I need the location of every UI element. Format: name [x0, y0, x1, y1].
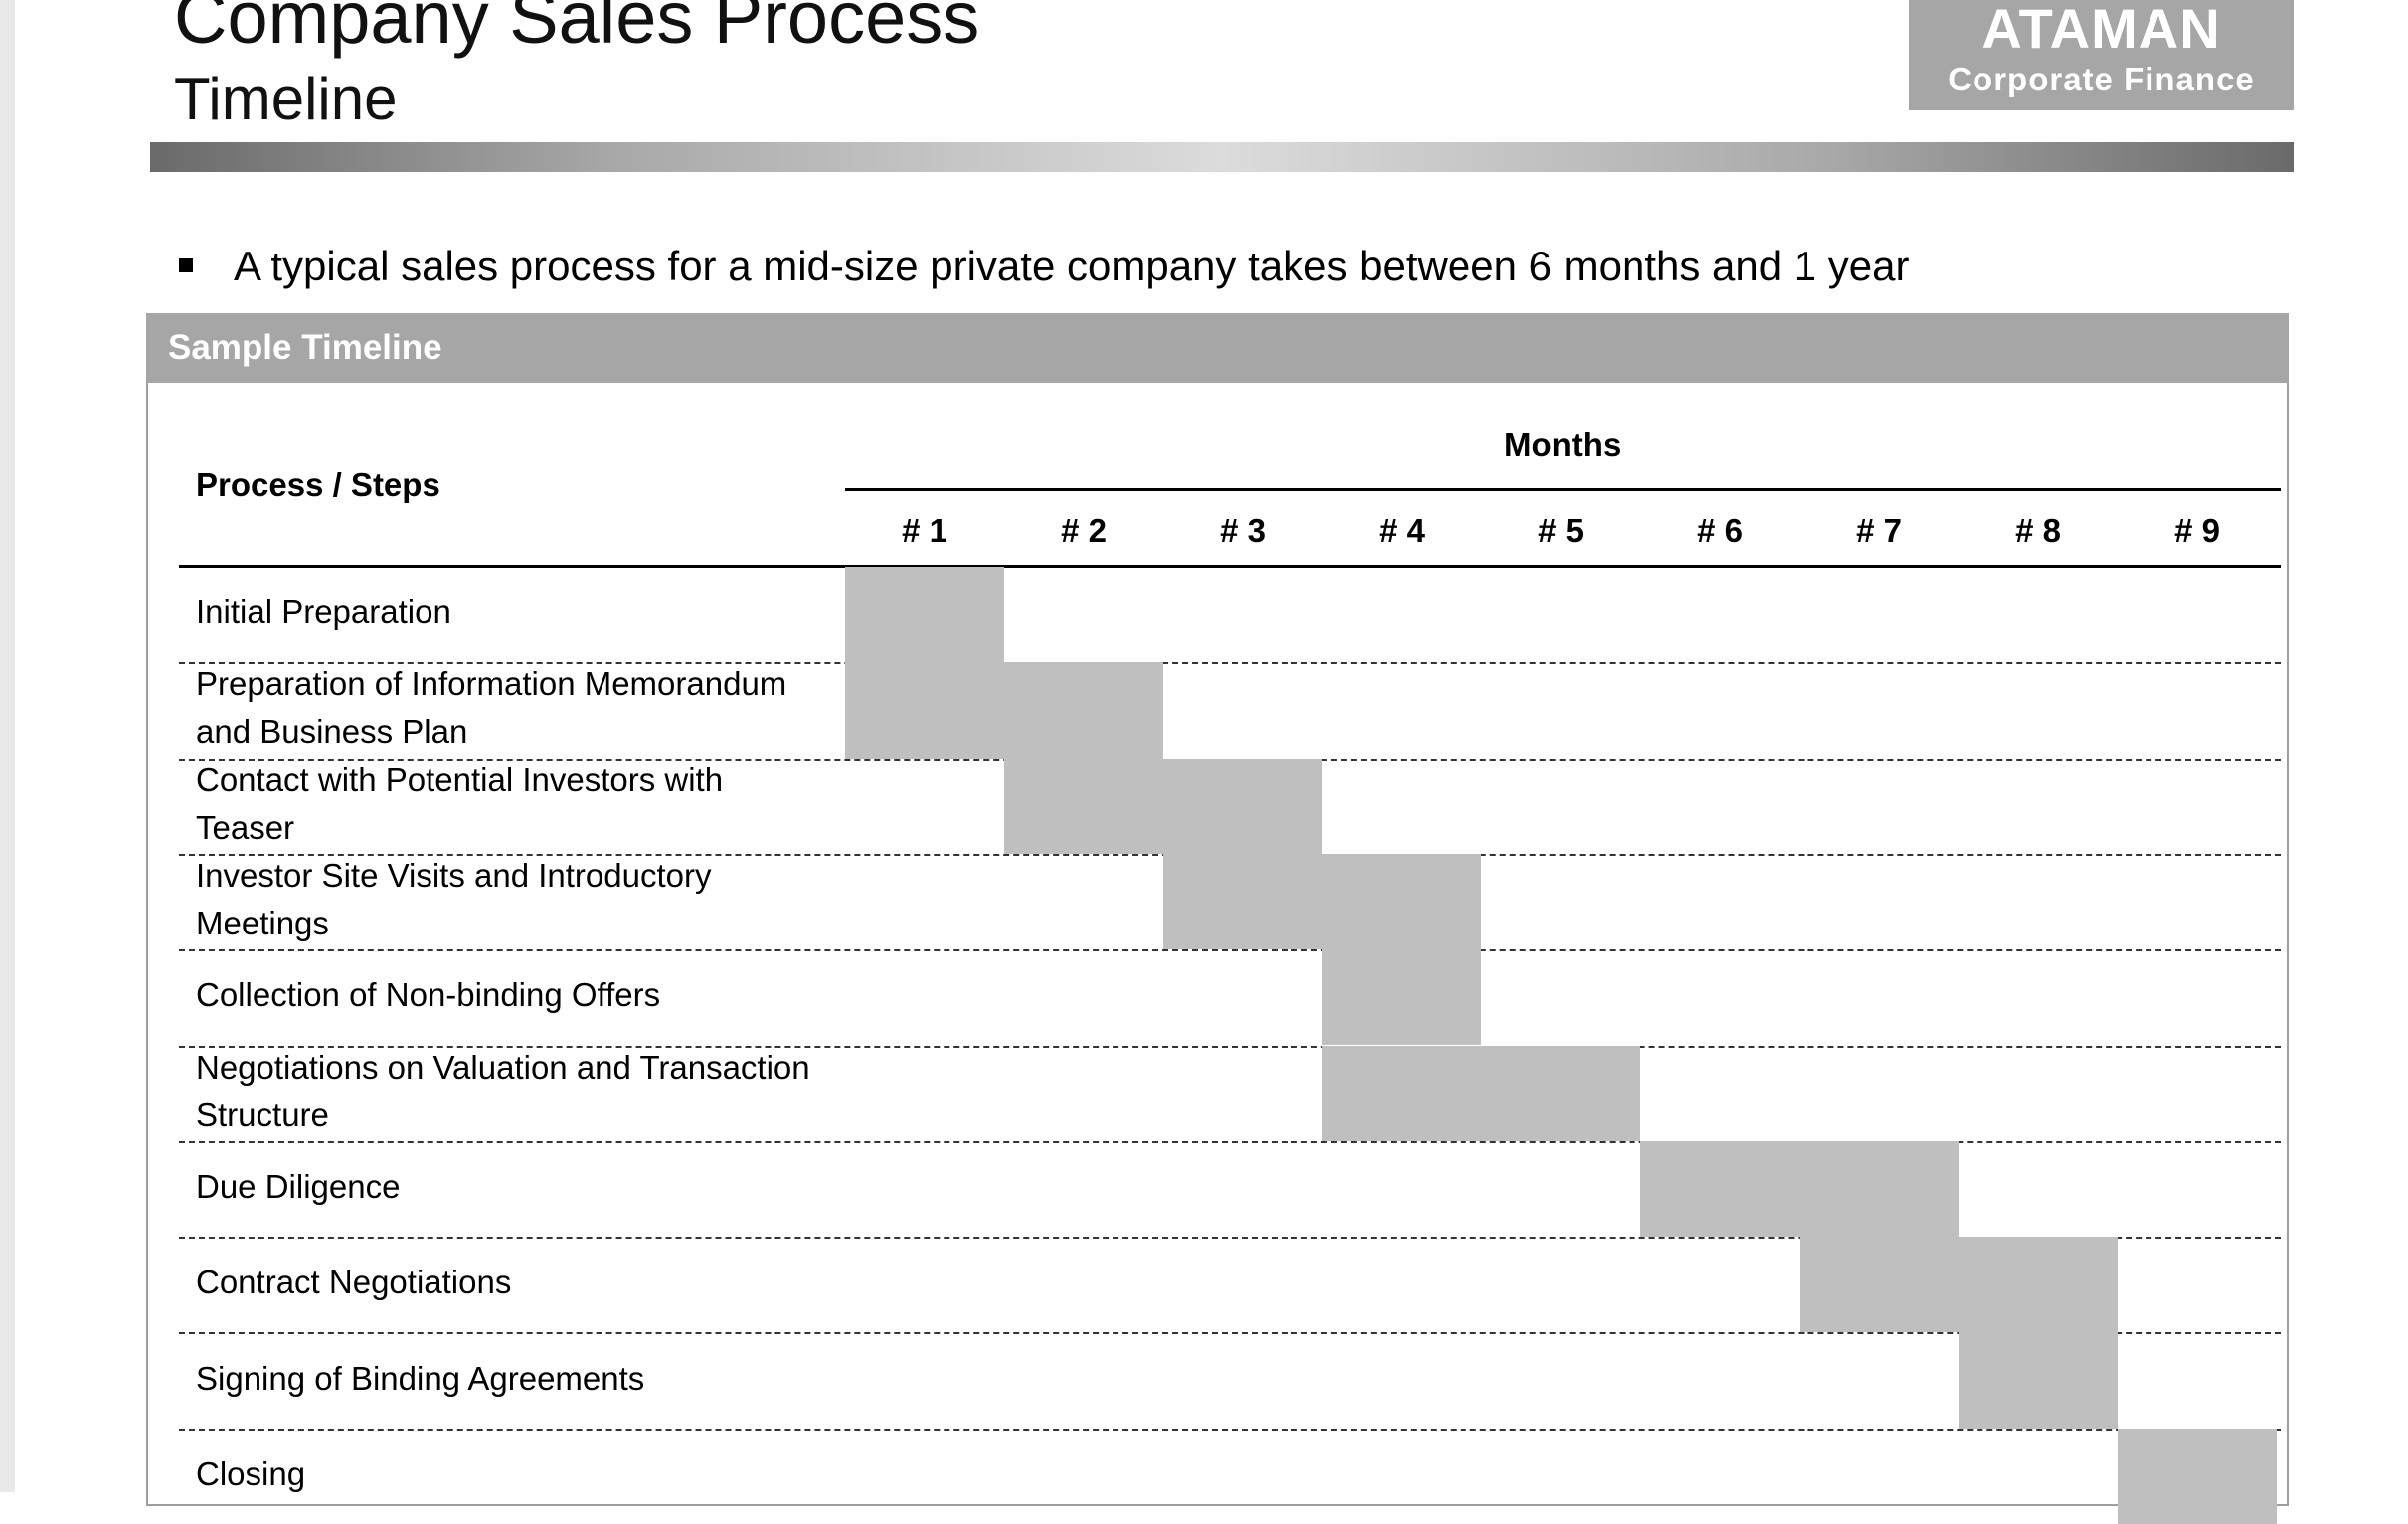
month-label: # 9 [2174, 512, 2220, 549]
process-step-label: Collection of Non-binding Offers [196, 976, 661, 1014]
panel-title: Sample Timeline [168, 328, 442, 367]
bullet-square-icon [179, 258, 193, 272]
row-divider [179, 1428, 2281, 1431]
gantt-bar [845, 567, 1004, 663]
process-steps-header: Process / Steps [196, 466, 440, 503]
process-step-label: Investor Site Visits and Introductory Mee… [196, 857, 712, 942]
left-edge-strip [0, 0, 15, 1492]
row-divider [179, 1332, 2281, 1335]
month-label: # 1 [902, 512, 947, 549]
gantt-bar [1322, 1045, 1640, 1141]
logo-tagline: Corporate Finance [1948, 61, 2255, 97]
month-label: # 7 [1856, 512, 1902, 549]
slide-subtitle: Timeline [174, 66, 398, 132]
gantt-bar [1322, 949, 1481, 1046]
gantt-bar [1800, 1237, 2118, 1333]
month-label: # 3 [1220, 512, 1266, 549]
gantt-bar [1004, 758, 1322, 854]
logo-name: ATAMAN [1981, 0, 2221, 60]
gantt-bar [845, 662, 1163, 759]
row-divider [179, 662, 2281, 665]
slide-title: Company Sales Process [174, 0, 980, 59]
process-step-label: Closing [196, 1454, 306, 1492]
bullet-text: A typical sales process for a mid-size p… [234, 243, 1910, 289]
panel-header: Sample Timeline [146, 313, 2289, 383]
gantt-bar [1163, 853, 1481, 950]
process-step-label: Contact with Potential Investors with Tea… [196, 761, 724, 846]
process-step-label: Initial Preparation [196, 593, 451, 631]
header-rule [179, 565, 2281, 568]
months-rule [845, 488, 2281, 491]
month-label: # 5 [1538, 512, 1584, 549]
row-divider [179, 1140, 2281, 1143]
process-step-label: Contract Negotiations [196, 1264, 512, 1301]
month-label: # 6 [1697, 512, 1743, 549]
row-divider [179, 1045, 2281, 1048]
months-header: Months [1504, 426, 1622, 463]
gantt-bar [2118, 1428, 2277, 1524]
process-step-label: Due Diligence [196, 1167, 401, 1205]
gantt-bar [1640, 1140, 1959, 1238]
month-label: # 2 [1061, 512, 1107, 549]
month-label: # 4 [1379, 512, 1425, 549]
process-step-label: Negotiations on Valuation and Transactio… [196, 1048, 810, 1133]
gantt-bar [1959, 1332, 2118, 1429]
process-step-label: Preparation of Information Memorandum and… [196, 665, 787, 751]
process-step-label: Signing of Binding Agreements [196, 1359, 645, 1397]
row-divider [179, 949, 2281, 952]
company-logo: ATAMAN Corporate Finance [1909, 0, 2294, 110]
header-gradient-bar [150, 142, 2294, 172]
month-label: # 8 [2015, 512, 2061, 549]
row-divider [179, 1237, 2281, 1240]
